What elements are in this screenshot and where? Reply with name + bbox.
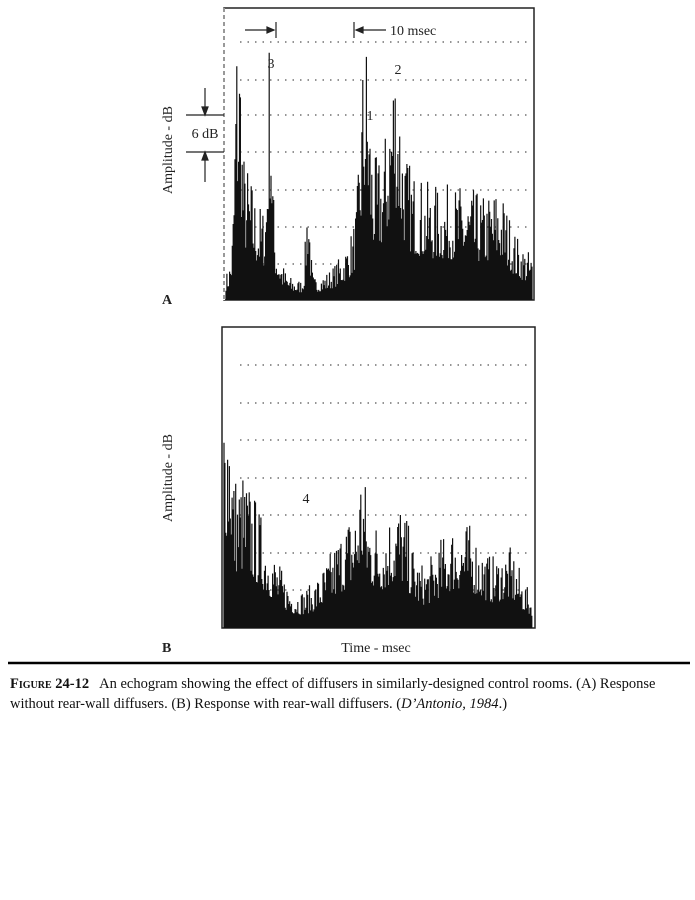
citation: D’Antonio, 1984 bbox=[401, 696, 499, 712]
panel-a: Amplitude - dB A 3 2 1 10 msec 6 dB bbox=[161, 7, 535, 308]
peak-label: 2 bbox=[395, 63, 402, 78]
caption-text: .) bbox=[498, 696, 508, 712]
x-label: Time - msec bbox=[341, 641, 410, 656]
panel-label: A bbox=[162, 293, 173, 308]
echogram bbox=[225, 52, 533, 300]
y-label: Amplitude - dB bbox=[161, 106, 176, 194]
caption-text: An echogram showing the effect of diffus… bbox=[10, 676, 656, 712]
time-marker-label: 10 msec bbox=[390, 24, 436, 39]
y-label: Amplitude - dB bbox=[161, 434, 176, 522]
figure-label: Figure 24-12 bbox=[10, 676, 90, 692]
echogram bbox=[223, 442, 533, 628]
level-marker-label: 6 dB bbox=[192, 127, 219, 142]
panel-label: B bbox=[162, 641, 171, 656]
peak-label: 1 bbox=[367, 109, 374, 124]
panel-b: Amplitude - dB B 4 Time - msec bbox=[161, 326, 536, 656]
figure: Amplitude - dB A 3 2 1 10 msec 6 dB Ampl… bbox=[8, 7, 690, 665]
peak-label: 4 bbox=[303, 492, 310, 507]
peak-label: 3 bbox=[268, 57, 275, 72]
caption: Figure 24-12 An echogram showing the effe… bbox=[10, 674, 682, 714]
time-marker bbox=[245, 22, 386, 38]
level-marker bbox=[186, 88, 224, 182]
